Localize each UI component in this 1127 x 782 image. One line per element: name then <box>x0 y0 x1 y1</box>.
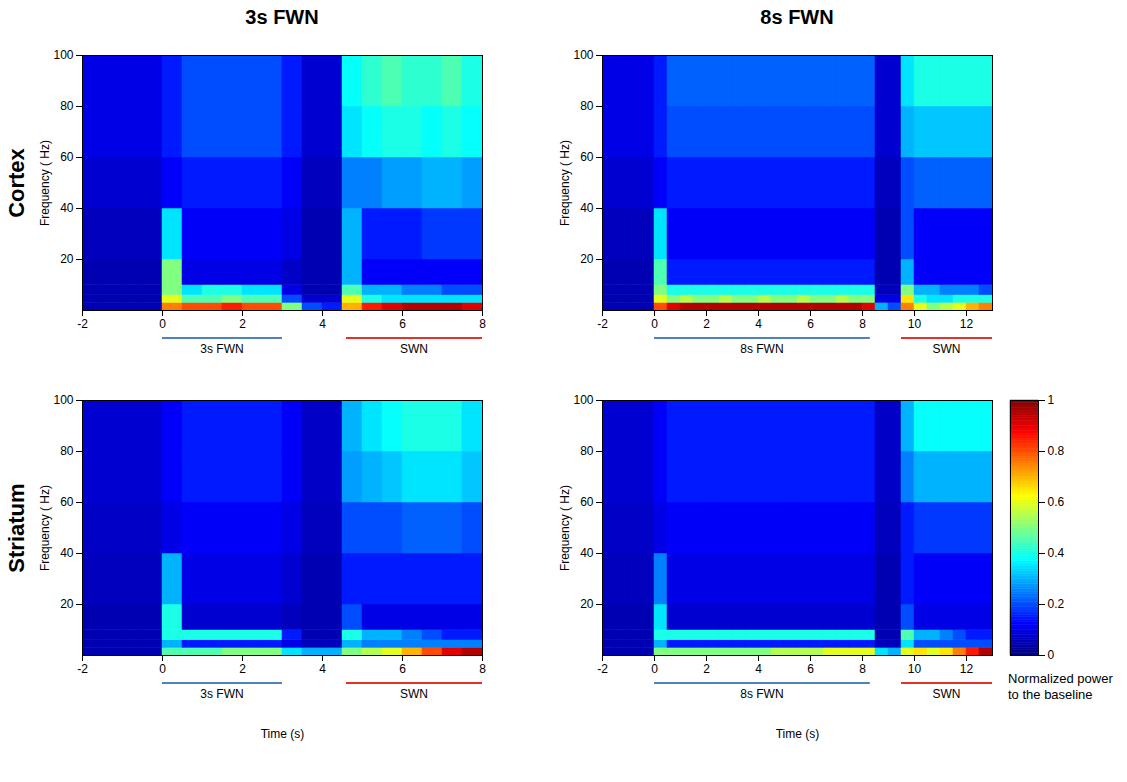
svg-text:40: 40 <box>580 546 594 560</box>
svg-text:10: 10 <box>908 317 922 331</box>
svg-text:12: 12 <box>960 317 974 331</box>
svg-text:4: 4 <box>319 317 326 331</box>
svg-text:0.4: 0.4 <box>1048 546 1065 560</box>
svg-text:1: 1 <box>1048 393 1055 407</box>
svg-text:-2: -2 <box>597 662 608 676</box>
svg-text:80: 80 <box>60 444 74 458</box>
svg-text:60: 60 <box>580 495 594 509</box>
html-text:3s FWN: 3s FWN <box>245 6 319 28</box>
svg-text:20: 20 <box>580 597 594 611</box>
svg-text:60: 60 <box>580 150 594 164</box>
html-text:Cortex: Cortex <box>3 147 28 218</box>
svg-text:100: 100 <box>53 393 73 407</box>
svg-text:60: 60 <box>60 495 74 509</box>
svg-text:0: 0 <box>159 662 166 676</box>
svg-text:8: 8 <box>479 662 486 676</box>
svg-text:40: 40 <box>60 201 74 215</box>
svg-text:8: 8 <box>859 662 866 676</box>
html-text:8s FWN: 8s FWN <box>760 6 834 28</box>
html-text:Striatum: Striatum <box>3 482 28 573</box>
svg-text:-2: -2 <box>597 317 608 331</box>
html-text:Normalized power to the baseli: Normalized power to the baseline <box>1008 671 1113 702</box>
svg-text:0: 0 <box>651 317 658 331</box>
svg-text:6: 6 <box>399 662 406 676</box>
svg-text:40: 40 <box>580 201 594 215</box>
svg-text:12: 12 <box>960 662 974 676</box>
svg-text:2: 2 <box>239 662 246 676</box>
svg-text:2: 2 <box>703 662 710 676</box>
svg-text:SWN: SWN <box>933 687 961 701</box>
svg-text:8s FWN: 8s FWN <box>740 342 783 356</box>
svg-text:20: 20 <box>60 597 74 611</box>
svg-text:6: 6 <box>807 662 814 676</box>
svg-text:0.6: 0.6 <box>1048 495 1065 509</box>
svg-text:6: 6 <box>399 317 406 331</box>
svg-text:-2: -2 <box>77 317 88 331</box>
svg-text:2: 2 <box>239 317 246 331</box>
svg-text:100: 100 <box>53 48 73 62</box>
svg-text:100: 100 <box>573 48 593 62</box>
svg-text:100: 100 <box>573 393 593 407</box>
svg-text:4: 4 <box>755 662 762 676</box>
svg-text:60: 60 <box>60 150 74 164</box>
svg-text:Frequency ( Hz): Frequency ( Hz) <box>558 485 572 571</box>
svg-text:80: 80 <box>580 444 594 458</box>
svg-text:3s FWN: 3s FWN <box>200 342 243 356</box>
svg-text:80: 80 <box>60 99 74 113</box>
svg-text:8: 8 <box>859 317 866 331</box>
svg-text:0.2: 0.2 <box>1048 597 1065 611</box>
svg-text:SWN: SWN <box>400 342 428 356</box>
svg-text:6: 6 <box>807 317 814 331</box>
svg-text:4: 4 <box>755 317 762 331</box>
svg-text:2: 2 <box>703 317 710 331</box>
svg-text:3s FWN: 3s FWN <box>200 687 243 701</box>
svg-text:20: 20 <box>60 252 74 266</box>
svg-text:0.8: 0.8 <box>1048 444 1065 458</box>
svg-text:0: 0 <box>159 317 166 331</box>
svg-text:Time (s): Time (s) <box>261 727 305 741</box>
svg-text:4: 4 <box>319 662 326 676</box>
svg-text:Frequency ( Hz): Frequency ( Hz) <box>558 140 572 226</box>
svg-text:SWN: SWN <box>400 687 428 701</box>
svg-text:Frequency ( Hz): Frequency ( Hz) <box>38 140 52 226</box>
svg-text:8s FWN: 8s FWN <box>740 687 783 701</box>
svg-text:SWN: SWN <box>933 342 961 356</box>
svg-text:20: 20 <box>580 252 594 266</box>
svg-text:40: 40 <box>60 546 74 560</box>
svg-text:0: 0 <box>651 662 658 676</box>
svg-text:-2: -2 <box>77 662 88 676</box>
svg-text:0: 0 <box>1048 648 1055 662</box>
svg-text:Frequency ( Hz): Frequency ( Hz) <box>38 485 52 571</box>
svg-text:80: 80 <box>580 99 594 113</box>
svg-text:Time (s): Time (s) <box>776 727 820 741</box>
svg-text:8: 8 <box>479 317 486 331</box>
svg-text:10: 10 <box>908 662 922 676</box>
